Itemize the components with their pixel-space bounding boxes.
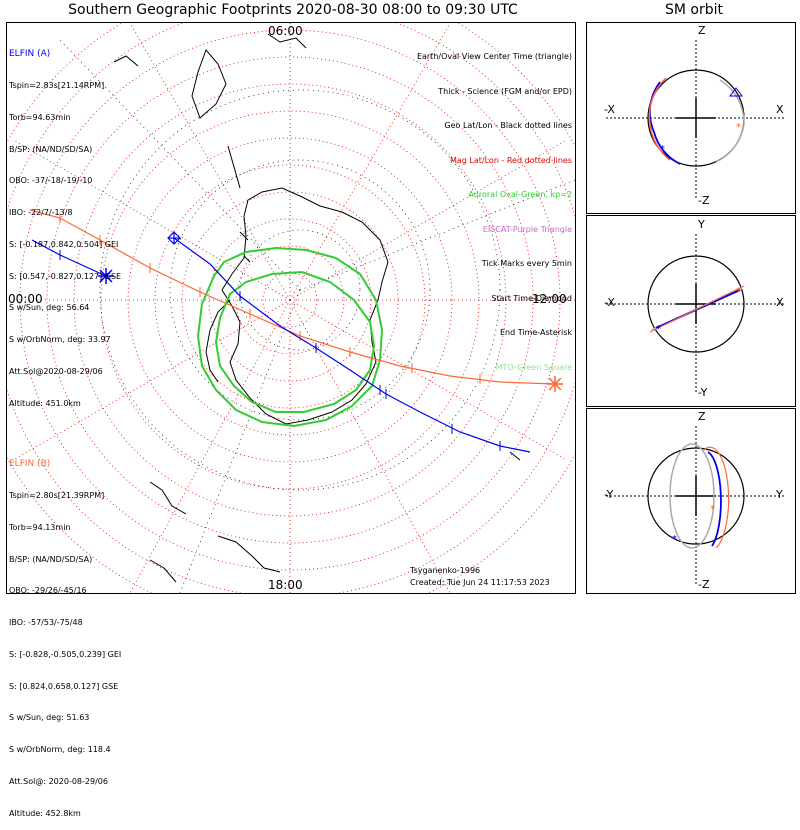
- elfin-b-line: IBO: -57/53/-75/48: [9, 618, 83, 628]
- elfin-b-ticks: [59, 213, 481, 384]
- time-label-left: 00:00: [8, 292, 43, 306]
- elfin-a-line: Torb=94.63min: [9, 112, 71, 122]
- page-title: Southern Geographic Footprints 2020-08-3…: [68, 2, 518, 18]
- auroral-oval: [196, 246, 384, 428]
- axis-label-bottom: -Z: [698, 194, 710, 207]
- svg-text:*: *: [660, 144, 665, 155]
- elfin-b-track: [29, 209, 556, 385]
- elfin-b-line: S: [-0.828,-0.505,0.239] GEI: [9, 649, 122, 659]
- elfin-a-name: ELFIN (A): [9, 49, 51, 60]
- axis-label-left: -Y: [604, 488, 614, 501]
- elfin-a-line: S: [-0.187,0.842,0.504] GEI: [9, 239, 119, 249]
- elfin-a-line: OBO: -37/-18/-19/-10: [9, 176, 93, 186]
- time-label-top: 06:00: [268, 24, 303, 38]
- elfin-a-line: S w/Sun, deg: 56.64: [9, 303, 90, 313]
- svg-text:*: *: [656, 324, 661, 335]
- legend-item: Thick - Science (FGM and/or EPD): [438, 86, 572, 96]
- coastlines: [113, 33, 521, 583]
- legend-item: Start Time-Diamond: [491, 293, 572, 303]
- footprint-map: * * * * * *: [7, 23, 786, 593]
- svg-text:*: *: [736, 286, 741, 297]
- legend-item: Geo Lat/Lon - Black dotted lines: [444, 121, 572, 130]
- time-label-bottom: 18:00: [268, 578, 303, 592]
- elfin-b-end-asterisk: [547, 376, 563, 392]
- legend-item: EISCAT-Purple Triangle: [482, 224, 572, 234]
- elfin-a-line: Tspin=2.83s[21.14RPM]: [9, 80, 105, 90]
- elfin-b-line: Tspin=2.80s[21.39RPM]: [9, 490, 105, 500]
- elfin-b-line: Att.Sol@: 2020-08-29/06: [9, 777, 108, 786]
- elfin-a-line: S: [0.547,-0.827,0.127] GSE: [9, 271, 122, 281]
- elfin-b-info: ELFIN (B) Tspin=2.80s[21.39RPM] Torb=94.…: [9, 438, 121, 830]
- elfin-a-ticks: [59, 250, 501, 451]
- orbit-panel-title: SM orbit: [664, 2, 723, 18]
- elfin-b-line: Altitude: 452.8km: [9, 808, 81, 818]
- svg-text:*: *: [672, 534, 677, 545]
- time-label-right: 12:00: [532, 292, 567, 306]
- elfin-b-line: B/SP: (NA/ND/SD/SA): [9, 554, 93, 564]
- orbit-panel-xz-frame: [586, 22, 796, 214]
- axis-label-top: Y: [698, 218, 705, 231]
- mag-lon-grid: [7, 23, 575, 593]
- elfin-a-info: ELFIN (A) Tspin=2.83s[21.14RPM] Torb=94.…: [9, 28, 121, 420]
- orbit-panel-yz: * *: [606, 426, 786, 586]
- elfin-a-line: Att.Sol@2020-08-29/06: [9, 367, 103, 376]
- elfin-a-line: B/SP: (NA/ND/SD/SA): [9, 144, 93, 154]
- elfin-b-line: Torb=94.13min: [9, 522, 71, 532]
- elfin-b-name: ELFIN (B): [9, 459, 51, 470]
- elfin-a-start-diamond: [167, 231, 181, 245]
- footprint-map-frame: [6, 22, 576, 594]
- map-legend: Earth/Oval View Center Time (triangle) T…: [417, 28, 572, 385]
- legend-item: Tick Marks every 5min: [481, 259, 572, 268]
- elfin-b-line: S w/OrbNorm, deg: 118.4: [9, 745, 111, 755]
- legend-item: End Time-Asterisk: [499, 328, 572, 337]
- axis-label-bottom: -Z: [698, 578, 710, 591]
- axis-label-top: Z: [698, 24, 706, 37]
- geo-grid: [59, 39, 575, 593]
- elfin-b-line: OBO: -29/26/-45/16: [9, 586, 87, 596]
- elfin-a-line: IBO: -22/7/-13/8: [9, 208, 73, 218]
- axis-label-top: Z: [698, 410, 706, 423]
- axis-label-right: X: [776, 103, 784, 116]
- orbit-panel-xz: * *: [606, 40, 786, 200]
- legend-item: Earth/Oval View Center Time (triangle): [416, 52, 572, 61]
- axis-label-right: Y: [776, 488, 783, 501]
- orbit-panel-xy-frame: [586, 215, 796, 407]
- orbit-panel-xy: * *: [606, 234, 786, 394]
- model-label: Tsyganenko-1996: [410, 566, 481, 575]
- elfin-a-line: Altitude: 451.0km: [9, 398, 81, 408]
- elfin-b-line: S: [0.824,0.658,0.127] GSE: [9, 681, 119, 691]
- legend-item: Auroral Oval-Green, kp=2: [468, 190, 572, 199]
- svg-text:*: *: [710, 504, 715, 515]
- axis-label-right: X: [776, 296, 784, 309]
- axis-label-left: -X: [604, 296, 615, 309]
- svg-text:*: *: [736, 122, 741, 133]
- created-label: Created: Tue Jun 24 11:17:53 2023: [410, 578, 550, 587]
- orbit-panel-yz-frame: [586, 408, 796, 594]
- axis-label-bottom: -Y: [698, 386, 708, 399]
- legend-item: MTO-Green Square: [495, 362, 572, 372]
- elfin-a-line: S w/OrbNorm, deg: 33.97: [9, 335, 111, 345]
- elfin-b-line: S w/Sun, deg: 51.63: [9, 713, 90, 723]
- legend-item: Mag Lat/Lon - Red dotted lines: [449, 155, 572, 165]
- elfin-a-end-asterisk: [98, 268, 114, 284]
- axis-label-left: -X: [604, 103, 615, 116]
